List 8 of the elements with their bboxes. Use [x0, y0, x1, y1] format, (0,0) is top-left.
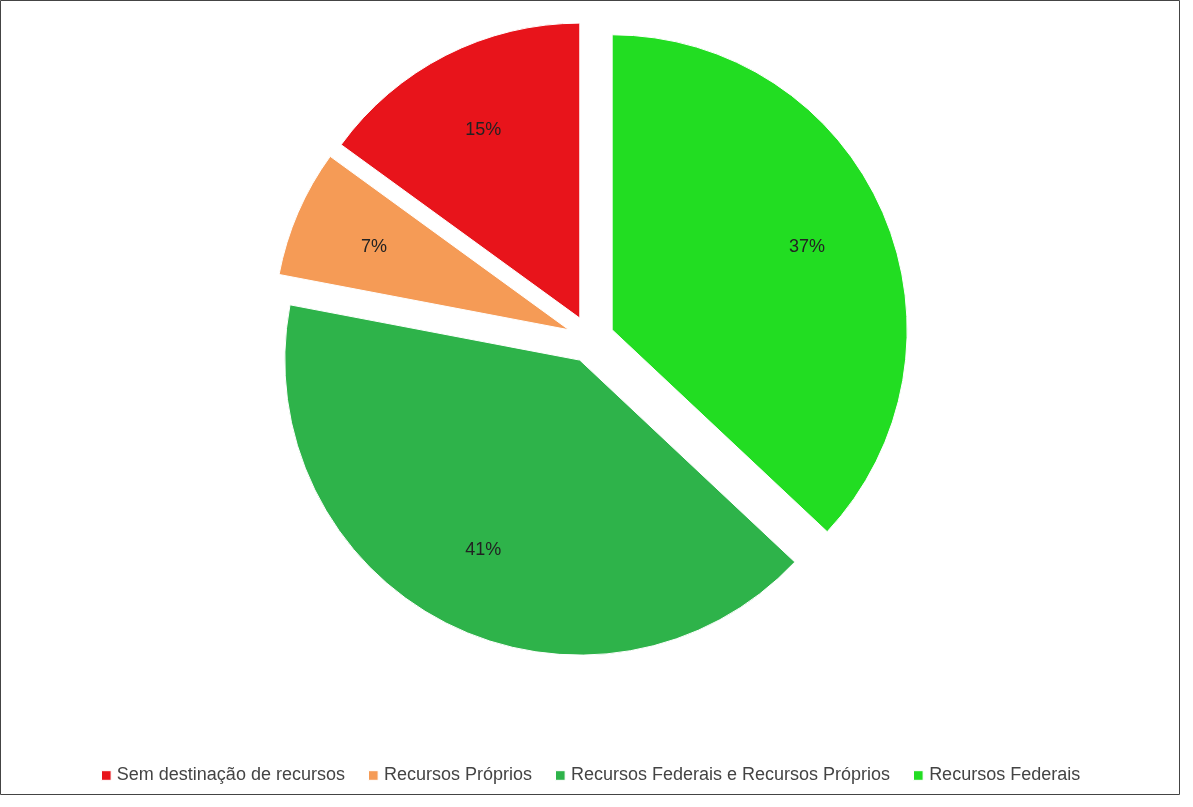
- legend-label: Sem destinação de recursos: [116, 764, 345, 785]
- data-label: 7%: [360, 235, 387, 256]
- legend-label: Recursos Federais: [929, 764, 1081, 785]
- legend-label: Recursos Federais e Recursos Próprios: [571, 764, 891, 785]
- legend-label: Recursos Próprios: [383, 764, 532, 785]
- data-label: 41%: [465, 538, 502, 559]
- data-label: 37%: [789, 235, 826, 256]
- data-label: 15%: [465, 119, 502, 140]
